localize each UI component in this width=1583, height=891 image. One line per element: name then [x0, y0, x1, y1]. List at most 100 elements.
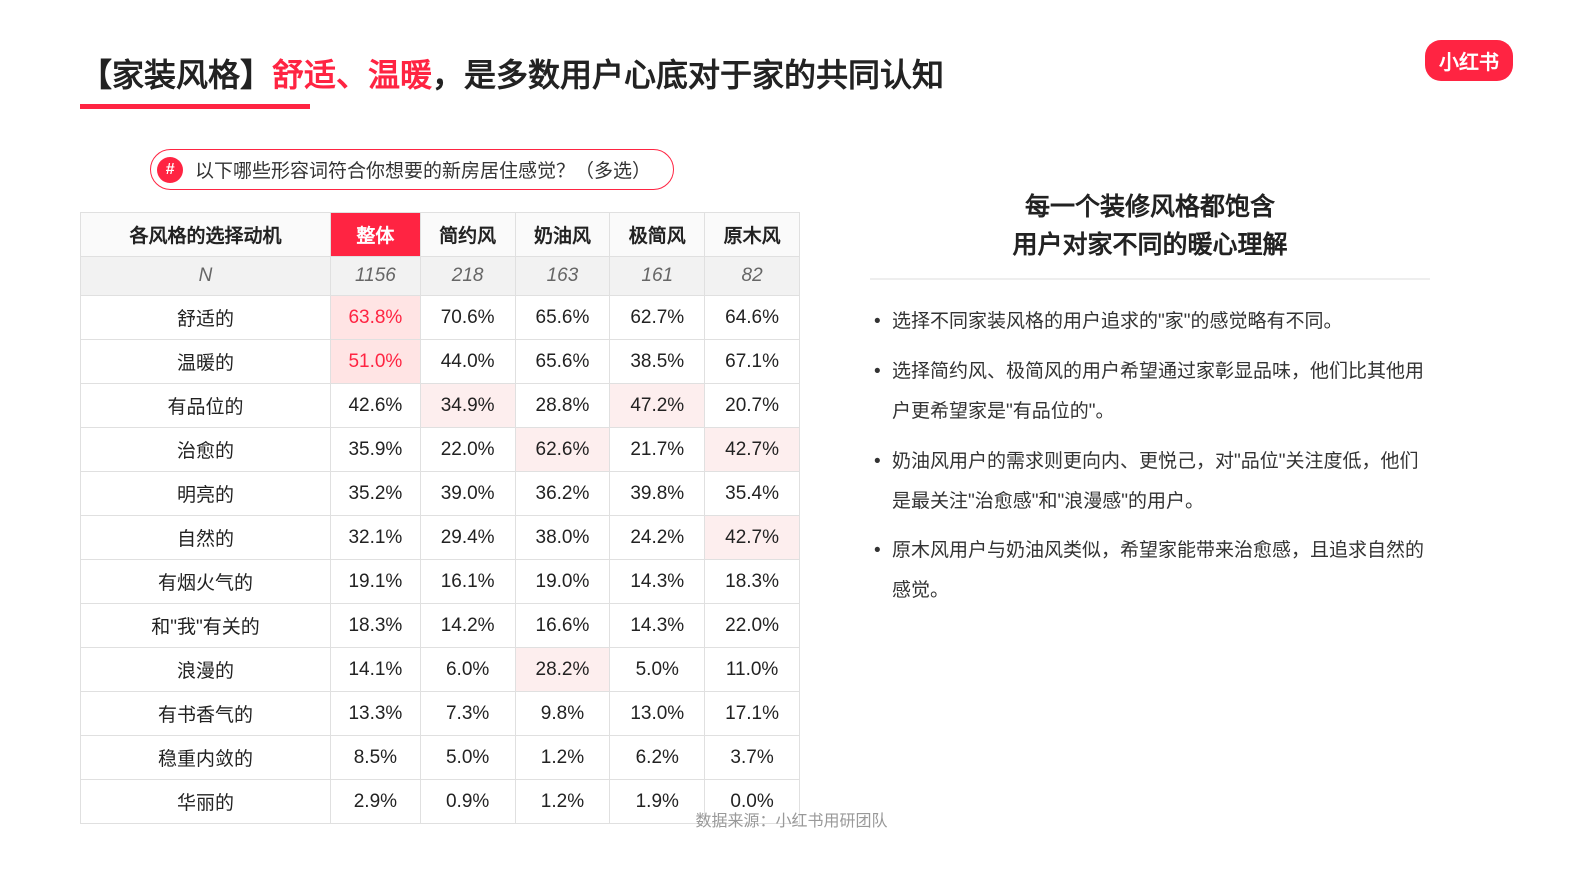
row-label: 有烟火气的: [81, 560, 331, 604]
table-header-col: 极简风: [610, 213, 705, 257]
insight-bullet: 选择不同家装风格的用户追求的"家"的感觉略有不同。: [870, 302, 1430, 342]
insight-bullet: 选择简约风、极简风的用户希望通过家彰显品味，他们比其他用户更希望家是"有品位的"…: [870, 352, 1430, 432]
row-label: 舒适的: [81, 296, 331, 340]
cell-value: 42.6%: [331, 384, 421, 428]
row-label: 有书香气的: [81, 692, 331, 736]
cell-value: 13.0%: [610, 692, 705, 736]
cell-value: 63.8%: [331, 296, 421, 340]
row-label: 和"我"有关的: [81, 604, 331, 648]
cell-value: 14.3%: [610, 560, 705, 604]
data-source: 数据来源：小红书用研团队: [695, 807, 887, 831]
cell-value: 32.1%: [331, 516, 421, 560]
cell-value: 19.1%: [331, 560, 421, 604]
cell-value: 1.2%: [515, 780, 610, 824]
cell-value: 65.6%: [515, 340, 610, 384]
table-row: 浪漫的14.1%6.0%28.2%5.0%11.0%: [81, 648, 800, 692]
cell-value: 16.1%: [420, 560, 515, 604]
cell-value: 51.0%: [331, 340, 421, 384]
cell-value: 1.9%: [610, 780, 705, 824]
insight-title-line1: 每一个装修风格都饱含: [1025, 193, 1275, 221]
table-row: 和"我"有关的18.3%14.2%16.6%14.3%22.0%: [81, 604, 800, 648]
cell-value: 34.9%: [420, 384, 515, 428]
table-header-col: 简约风: [420, 213, 515, 257]
page-title: 【家装风格】舒适、温暖，是多数用户心底对于家的共同认知: [80, 50, 1503, 96]
cell-value: 14.1%: [331, 648, 421, 692]
cell-value: 20.7%: [705, 384, 800, 428]
cell-value: 17.1%: [705, 692, 800, 736]
cell-value: 38.0%: [515, 516, 610, 560]
cell-value: 8.5%: [331, 736, 421, 780]
table-header-col: 整体: [331, 213, 421, 257]
question-text: 以下哪些形容词符合你想要的新房居住感觉？（多选）: [195, 156, 651, 183]
row-label: 浪漫的: [81, 648, 331, 692]
table-row: 有品位的42.6%34.9%28.8%47.2%20.7%: [81, 384, 800, 428]
cell-value: 5.0%: [610, 648, 705, 692]
insight-title-line2: 用户对家不同的暖心理解: [1012, 231, 1287, 259]
cell-value: 18.3%: [705, 560, 800, 604]
data-table: 各风格的选择动机整体简约风奶油风极简风原木风 N115621816316182 舒…: [80, 212, 800, 824]
cell-value: 29.4%: [420, 516, 515, 560]
cell-value: 5.0%: [420, 736, 515, 780]
cell-value: 0.9%: [420, 780, 515, 824]
table-row: 明亮的35.2%39.0%36.2%39.8%35.4%: [81, 472, 800, 516]
cell-value: 22.0%: [420, 428, 515, 472]
table-header-col: 原木风: [705, 213, 800, 257]
cell-value: 6.2%: [610, 736, 705, 780]
cell-value: 39.8%: [610, 472, 705, 516]
cell-value: 42.7%: [705, 428, 800, 472]
table-row: 自然的32.1%29.4%38.0%24.2%42.7%: [81, 516, 800, 560]
cell-value: 35.2%: [331, 472, 421, 516]
cell-value: 22.0%: [705, 604, 800, 648]
title-suffix: ，是多数用户心底对于家的共同认知: [432, 57, 944, 93]
n-value: 218: [420, 257, 515, 296]
cell-value: 64.6%: [705, 296, 800, 340]
table-header-label: 各风格的选择动机: [81, 213, 331, 257]
n-value: 161: [610, 257, 705, 296]
cell-value: 35.4%: [705, 472, 800, 516]
insight-bullet: 原木风用户与奶油风类似，希望家能带来治愈感，且追求自然的感觉。: [870, 531, 1430, 611]
n-value: 163: [515, 257, 610, 296]
cell-value: 39.0%: [420, 472, 515, 516]
cell-value: 62.6%: [515, 428, 610, 472]
cell-value: 36.2%: [515, 472, 610, 516]
cell-value: 70.6%: [420, 296, 515, 340]
cell-value: 14.2%: [420, 604, 515, 648]
cell-value: 47.2%: [610, 384, 705, 428]
cell-value: 7.3%: [420, 692, 515, 736]
n-label: N: [81, 257, 331, 296]
table-header-col: 奶油风: [515, 213, 610, 257]
n-value: 1156: [331, 257, 421, 296]
cell-value: 38.5%: [610, 340, 705, 384]
n-value: 82: [705, 257, 800, 296]
row-label: 有品位的: [81, 384, 331, 428]
table-row: 温暖的51.0%44.0%65.6%38.5%67.1%: [81, 340, 800, 384]
cell-value: 19.0%: [515, 560, 610, 604]
row-label: 治愈的: [81, 428, 331, 472]
table-row: 华丽的2.9%0.9%1.2%1.9%0.0%: [81, 780, 800, 824]
cell-value: 28.8%: [515, 384, 610, 428]
title-highlight: 舒适、温暖: [272, 57, 432, 93]
cell-value: 1.2%: [515, 736, 610, 780]
cell-value: 67.1%: [705, 340, 800, 384]
table-row: 有书香气的13.3%7.3%9.8%13.0%17.1%: [81, 692, 800, 736]
cell-value: 3.7%: [705, 736, 800, 780]
cell-value: 35.9%: [331, 428, 421, 472]
hash-icon: #: [157, 157, 183, 183]
cell-value: 14.3%: [610, 604, 705, 648]
row-label: 温暖的: [81, 340, 331, 384]
row-label: 明亮的: [81, 472, 331, 516]
table-head: 各风格的选择动机整体简约风奶油风极简风原木风: [81, 213, 800, 257]
title-underline: [80, 104, 310, 109]
question-pill: # 以下哪些形容词符合你想要的新房居住感觉？（多选）: [150, 149, 674, 190]
cell-value: 2.9%: [331, 780, 421, 824]
cell-value: 13.3%: [331, 692, 421, 736]
row-label: 稳重内敛的: [81, 736, 331, 780]
content-area: # 以下哪些形容词符合你想要的新房居住感觉？（多选） 各风格的选择动机整体简约风…: [80, 149, 1503, 824]
cell-value: 42.7%: [705, 516, 800, 560]
cell-value: 28.2%: [515, 648, 610, 692]
cell-value: 62.7%: [610, 296, 705, 340]
cell-value: 6.0%: [420, 648, 515, 692]
cell-value: 11.0%: [705, 648, 800, 692]
table-body: N115621816316182舒适的63.8%70.6%65.6%62.7%6…: [81, 257, 800, 824]
title-prefix: 【家装风格】: [80, 57, 272, 93]
